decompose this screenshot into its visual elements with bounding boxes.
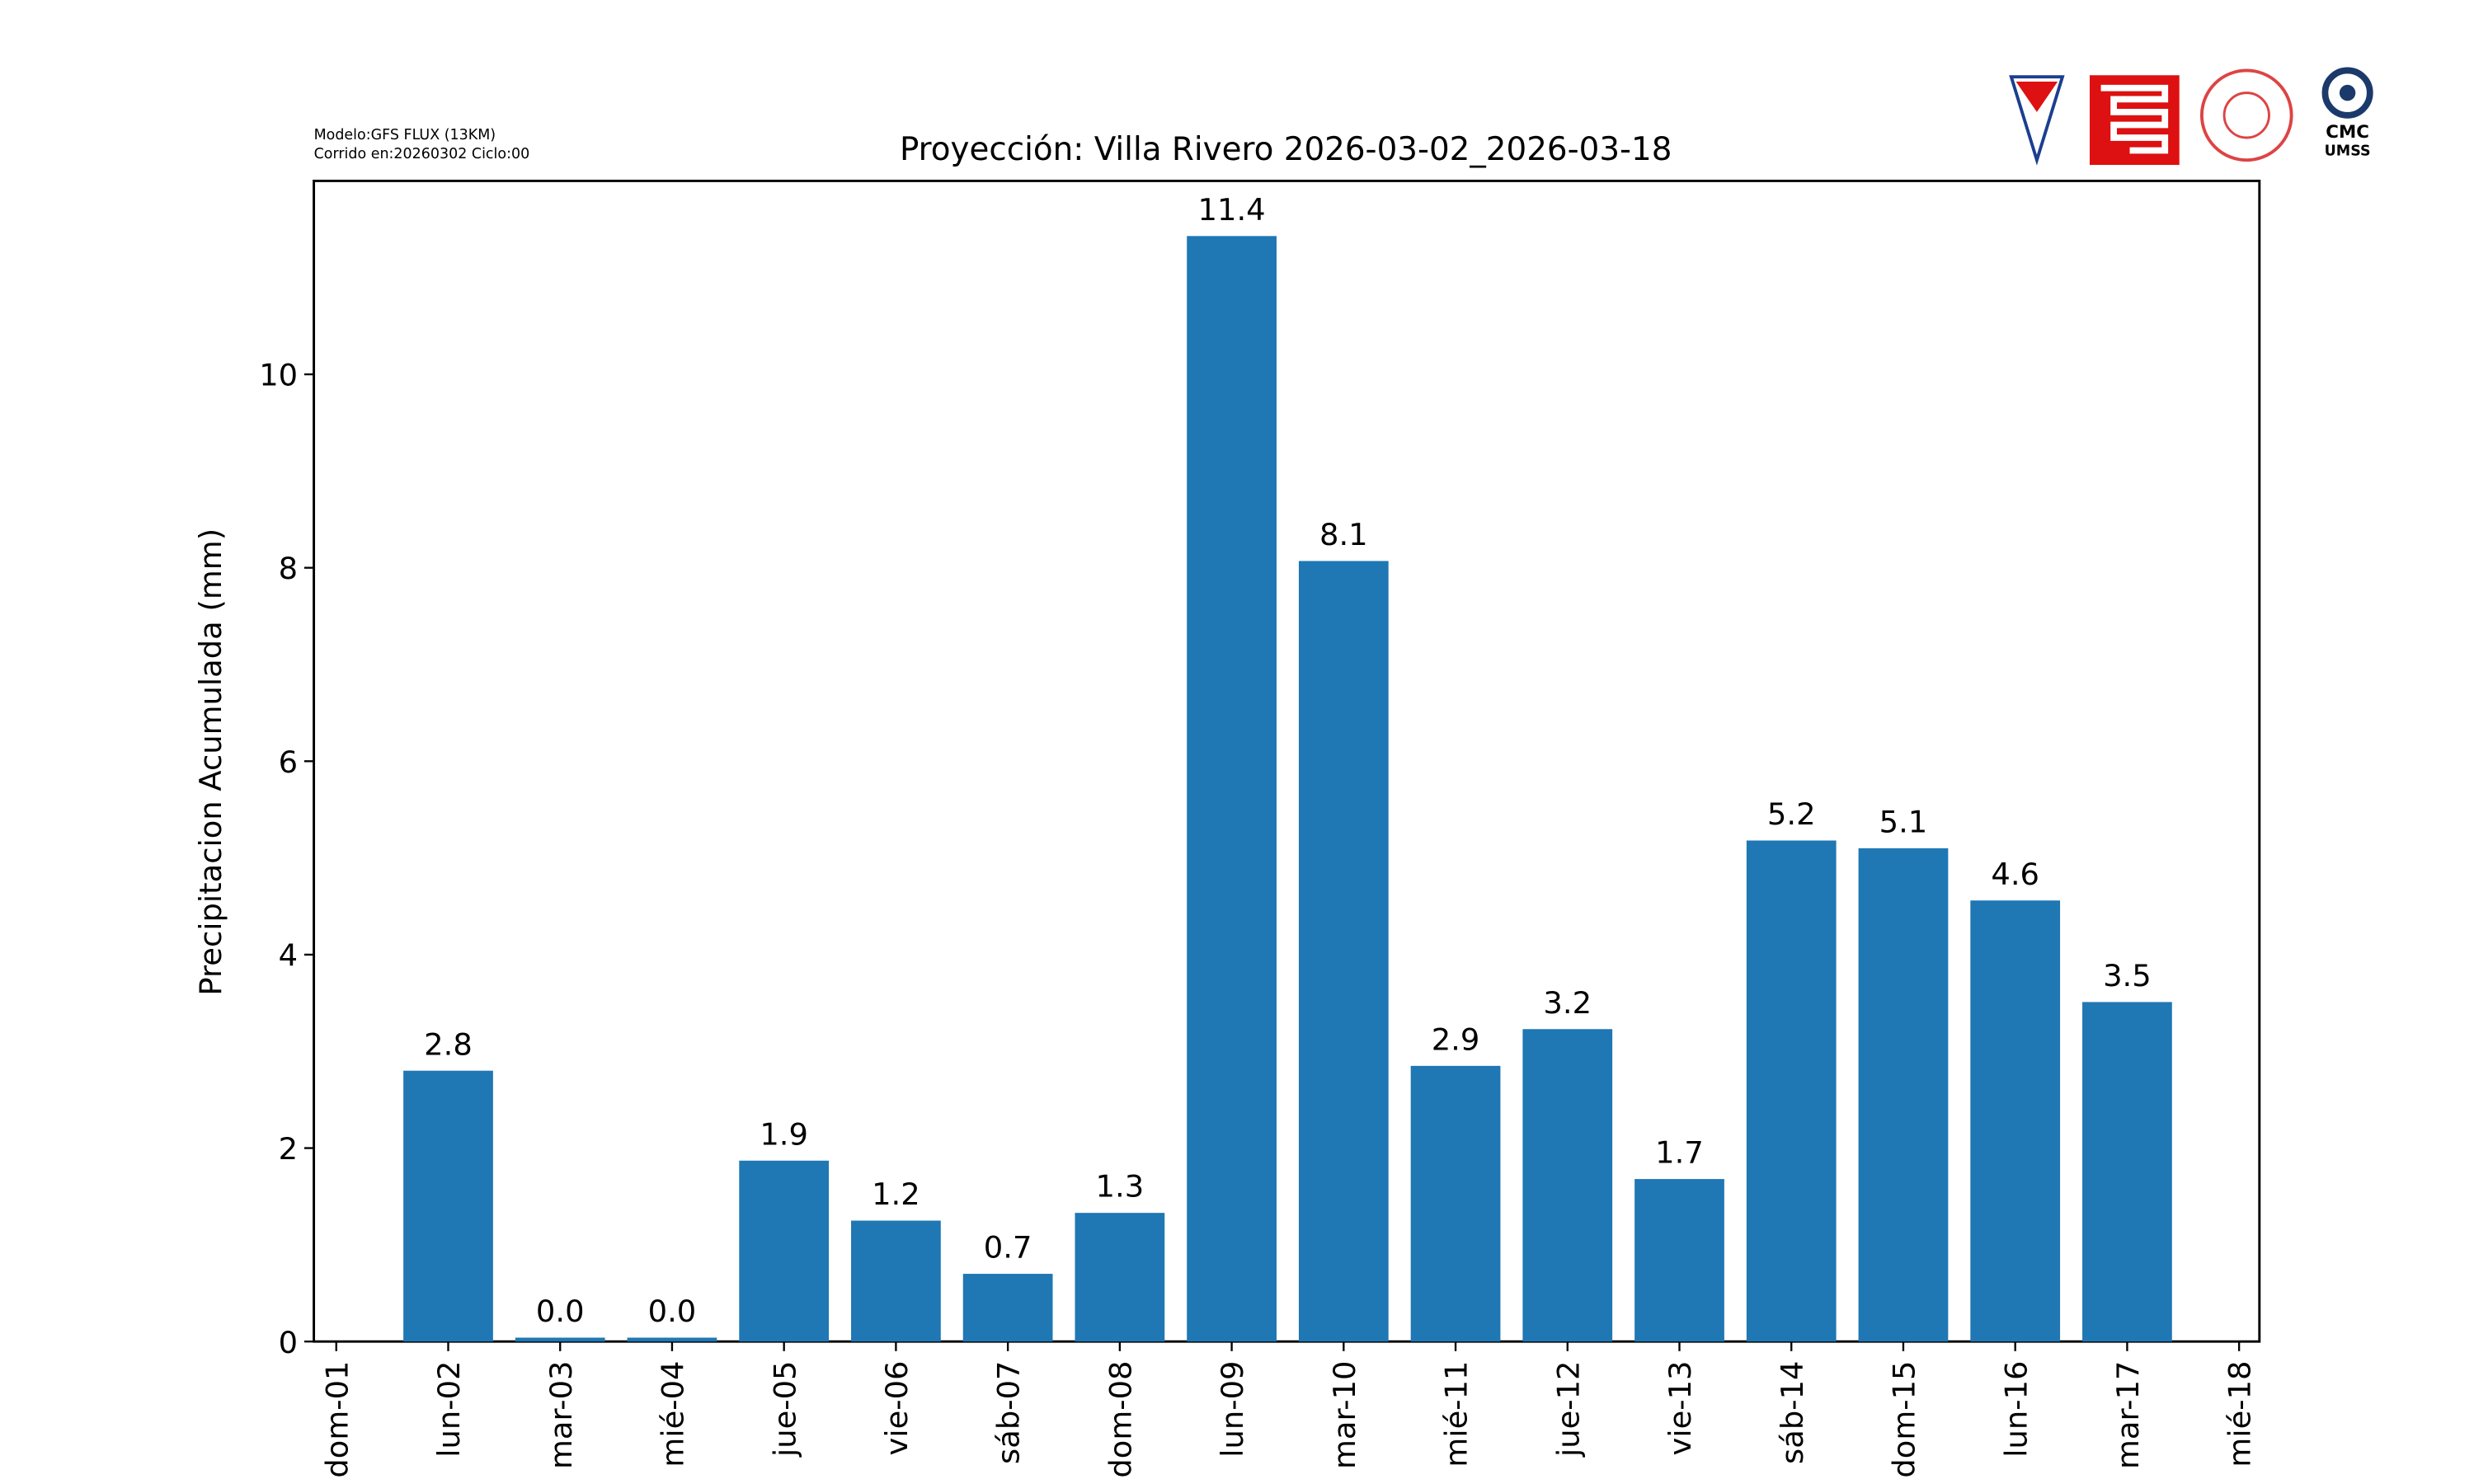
model-note: Modelo:GFS FLUX (13KM) (314, 127, 496, 143)
value-label: 11.4 (1198, 192, 1266, 228)
model-note: Corrido en:20260302 Ciclo:00 (314, 146, 530, 162)
x-tick-label: dom-01 (319, 1360, 355, 1477)
x-tick-label: mar-03 (543, 1360, 579, 1469)
y-tick-label: 2 (279, 1131, 298, 1167)
bar (1410, 1065, 1501, 1342)
value-label: 0.0 (648, 1294, 697, 1329)
x-tick-label: jue-05 (767, 1360, 802, 1458)
logo-shield (2009, 75, 2065, 166)
logo-cmc (2321, 67, 2373, 119)
value-label: 1.9 (760, 1116, 808, 1152)
x-tick-label: lun-16 (1998, 1360, 2034, 1457)
logo-text: UMSS (2325, 143, 2371, 159)
bar (851, 1220, 941, 1342)
bar (1522, 1029, 1613, 1342)
bar (2082, 1002, 2172, 1342)
x-tick-label: mar-10 (1327, 1360, 1362, 1469)
x-tick-label: lun-09 (1215, 1360, 1250, 1457)
x-tick-label: mié-18 (2222, 1360, 2258, 1467)
logo-cmc-dot (2339, 84, 2356, 101)
logo-fcyt-mark (2100, 84, 2169, 154)
x-tick-label: dom-15 (1887, 1360, 1922, 1477)
y-tick-label: 4 (279, 938, 298, 974)
x-tick-label: sáb-07 (991, 1360, 1027, 1463)
value-label: 5.1 (1879, 804, 1928, 839)
logos: CMC UMSS (2009, 67, 2373, 166)
bar (1746, 840, 1837, 1342)
chart-title: Proyección: Villa Rivero 2026-03-02_2026… (900, 131, 1672, 168)
value-label: 0.7 (984, 1230, 1032, 1266)
value-label: 4.6 (1991, 857, 2039, 892)
logo-physics (2199, 68, 2293, 162)
value-label: 1.2 (872, 1176, 920, 1212)
x-tick-label: mar-17 (2110, 1360, 2146, 1469)
bar (1858, 848, 1949, 1342)
x-tick-label: sáb-14 (1775, 1360, 1810, 1463)
value-label: 8.1 (1319, 517, 1368, 552)
bar (1075, 1213, 1165, 1342)
value-label: 5.2 (1767, 796, 1816, 832)
bar (403, 1070, 493, 1342)
bar (1298, 561, 1389, 1342)
value-label: 3.5 (2103, 958, 2152, 993)
bar (739, 1160, 830, 1342)
x-tick-label: lun-02 (431, 1360, 467, 1457)
x-tick-label: dom-08 (1103, 1360, 1138, 1477)
bar (1970, 900, 2061, 1342)
x-tick-label: jue-12 (1550, 1360, 1586, 1458)
value-label: 1.3 (1096, 1169, 1145, 1205)
y-axis-label: Precipitacion Acumulada (mm) (193, 528, 228, 996)
bar (1187, 236, 1277, 1342)
bar (627, 1337, 717, 1342)
y-tick-label: 6 (279, 744, 298, 780)
value-label: 0.0 (536, 1294, 585, 1329)
logo-physics-inner (2222, 92, 2270, 139)
y-tick-label: 10 (259, 358, 298, 393)
bar (962, 1274, 1053, 1342)
value-label: 3.2 (1543, 985, 1592, 1021)
logo-text: CMC (2326, 122, 2369, 143)
y-tick-label: 0 (279, 1325, 298, 1360)
value-label: 2.8 (424, 1026, 473, 1062)
x-tick-label: vie-13 (1663, 1360, 1698, 1455)
value-label: 1.7 (1655, 1135, 1704, 1171)
x-tick-label: mié-11 (1439, 1360, 1475, 1467)
x-tick-label: vie-06 (879, 1360, 915, 1455)
value-label: 2.9 (1432, 1021, 1480, 1057)
x-tick-label: mié-04 (656, 1360, 691, 1467)
y-tick-label: 8 (279, 551, 298, 586)
bar (515, 1337, 605, 1342)
bar (1634, 1179, 1724, 1342)
logo-shield-red (2015, 82, 2058, 112)
